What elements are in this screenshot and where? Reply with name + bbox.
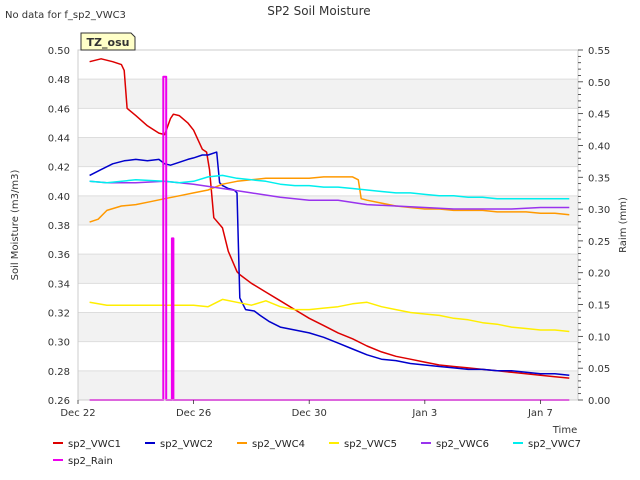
y-tick-label: 0.40 — [48, 192, 70, 203]
legend-item: sp2_Rain — [53, 456, 113, 467]
x-tick-label: Dec 22 — [60, 408, 95, 419]
plot-band — [78, 370, 578, 400]
y-tick-label: 0.42 — [48, 163, 70, 174]
legend-item: sp2_VWC6 — [421, 439, 489, 450]
y2-tick-label: 0.10 — [588, 332, 610, 343]
legend-label: sp2_VWC6 — [436, 439, 489, 450]
plot-band — [78, 79, 578, 109]
legend-label: sp2_VWC2 — [160, 439, 213, 450]
y-tick-label: 0.26 — [48, 396, 70, 407]
y-tick-label: 0.50 — [48, 46, 70, 57]
site-badge-label: TZ_osu — [87, 36, 130, 49]
plot-band — [78, 254, 578, 284]
y2-tick-label: 0.05 — [588, 364, 610, 375]
x-tick-label: Dec 26 — [176, 408, 211, 419]
plot-frame — [77, 49, 579, 401]
site-badge: TZ_osu — [80, 32, 136, 51]
y-axis-ticks: 0.26 0.28 0.30 0.32 0.34 0.36 0.38 0.40 0.42 0.44… — [48, 46, 70, 407]
plot-background-bands — [78, 79, 578, 400]
legend-label: sp2_VWC4 — [252, 439, 305, 450]
series-line-sp2-rain — [89, 75, 570, 401]
y2-tick-label: 0.35 — [588, 173, 610, 184]
y2-tick-label: 0.50 — [588, 78, 610, 89]
y2-tick-label: 0.55 — [588, 46, 610, 57]
x-axis-ticks: Dec 22 Dec 26 Dec 30 Jan 3 Jan 7 — [60, 400, 553, 419]
series-layer — [89, 58, 570, 401]
legend-item: sp2_VWC2 — [145, 439, 213, 450]
x-tick-label: Jan 7 — [527, 408, 553, 419]
y-tick-label: 0.32 — [48, 309, 70, 320]
legend-label: sp2_Rain — [68, 456, 113, 467]
y2-tick-label: 0.25 — [588, 237, 610, 248]
y2-tick-label: 0.15 — [588, 301, 610, 312]
y2-tick-label: 0.30 — [588, 205, 610, 216]
y-tick-label: 0.28 — [48, 367, 70, 378]
y2-tick-label: 0.45 — [588, 110, 610, 121]
series-line-sp2-vwc2 — [89, 151, 570, 376]
y2-tick-label: 0.40 — [588, 141, 610, 152]
legend-item: sp2_VWC4 — [237, 439, 305, 450]
x-tick-label: Dec 30 — [292, 408, 327, 419]
legend-label: sp2_VWC5 — [344, 439, 397, 450]
site-badge-box — [80, 32, 136, 51]
y-tick-label: 0.48 — [48, 75, 70, 86]
series-line-sp2-vwc7 — [89, 174, 570, 200]
legend: sp2_VWC1 sp2_VWC2 sp2_VWC4 sp2_VWC5 sp2_VWC6… — [53, 439, 581, 467]
y-tick-label: 0.46 — [48, 104, 70, 115]
series-line-sp2-vwc1 — [89, 58, 570, 379]
legend-label: sp2_VWC7 — [528, 439, 581, 450]
y-axis-label: Soil Moisture (m3/m3) — [10, 170, 21, 281]
y-tick-label: 0.30 — [48, 338, 70, 349]
series-line-sp2-vwc5 — [89, 298, 570, 333]
y-tick-label: 0.34 — [48, 279, 70, 290]
series-line-sp2-vwc4 — [89, 176, 570, 223]
plot-band — [78, 137, 578, 167]
legend-item: sp2_VWC5 — [329, 439, 397, 450]
y2-tick-label: 0.00 — [588, 396, 610, 407]
y-tick-label: 0.38 — [48, 221, 70, 232]
y2-axis-label: Raim (mm) — [618, 197, 629, 253]
x-tick-label: Jan 3 — [411, 408, 437, 419]
y2-tick-label: 0.20 — [588, 269, 610, 280]
legend-item: sp2_VWC7 — [513, 439, 581, 450]
y-tick-label: 0.36 — [48, 250, 70, 261]
y2-axis-ticks: 0.00 0.05 0.10 0.15 0.20 0.25 0.30 0.35 0.40 0.45… — [578, 46, 610, 407]
x-axis-label: Time — [552, 425, 577, 436]
legend-label: sp2_VWC1 — [68, 439, 121, 450]
nodata-note: No data for f_sp2_VWC3 — [5, 10, 126, 21]
y-tick-label: 0.44 — [48, 134, 70, 145]
chart-title: SP2 Soil Moisture — [267, 4, 370, 18]
legend-item: sp2_VWC1 — [53, 439, 121, 450]
